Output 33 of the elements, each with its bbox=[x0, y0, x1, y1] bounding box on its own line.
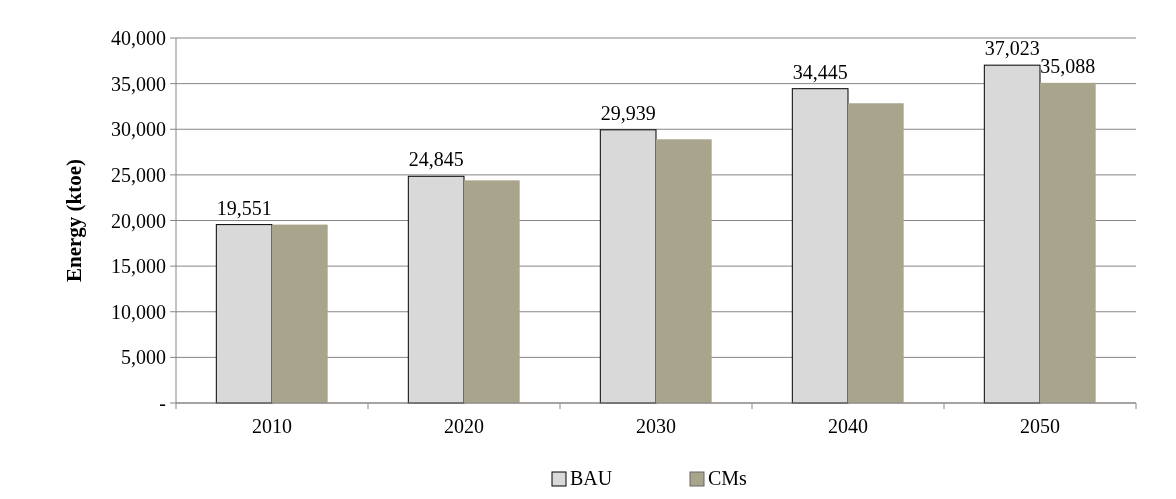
data-label: 35,088 bbox=[1040, 54, 1096, 77]
data-label: 24,845 bbox=[408, 148, 464, 171]
x-tick-label: 2050 bbox=[1020, 415, 1060, 437]
x-tick-label: 2040 bbox=[828, 415, 868, 437]
y-tick-label: 40,000 bbox=[111, 27, 166, 49]
data-label: 34,445 bbox=[792, 60, 848, 83]
y-axis-title: Energy (ktoe) bbox=[62, 158, 86, 283]
bar bbox=[983, 64, 1041, 404]
y-tick-label: 25,000 bbox=[111, 163, 166, 186]
bar bbox=[215, 224, 273, 404]
x-tick-label: 2010 bbox=[252, 415, 292, 437]
y-tick-label: 30,000 bbox=[111, 118, 166, 141]
y-tick-label: 10,000 bbox=[111, 300, 166, 323]
legend-label: CMs bbox=[708, 467, 748, 489]
y-tick-label: 20,000 bbox=[111, 209, 166, 232]
y-tick-label: - bbox=[159, 392, 166, 414]
x-tick-label: 2020 bbox=[444, 415, 484, 437]
bar bbox=[791, 88, 849, 404]
bar bbox=[599, 129, 657, 404]
data-label: 19,551 bbox=[216, 196, 272, 219]
legend-label: BAU bbox=[570, 467, 613, 489]
bar bbox=[407, 175, 465, 404]
bar bbox=[272, 224, 328, 403]
y-tick-label: 15,000 bbox=[111, 255, 166, 278]
y-tick-label: 5,000 bbox=[121, 346, 166, 369]
y-tick-label: 35,000 bbox=[111, 72, 166, 95]
data-label: 29,939 bbox=[600, 101, 656, 124]
data-label: 37,023 bbox=[984, 37, 1040, 60]
bar bbox=[848, 103, 904, 403]
x-tick-label: 2030 bbox=[636, 415, 676, 437]
bar bbox=[464, 180, 520, 403]
bar bbox=[1040, 82, 1096, 403]
bar bbox=[656, 139, 712, 403]
